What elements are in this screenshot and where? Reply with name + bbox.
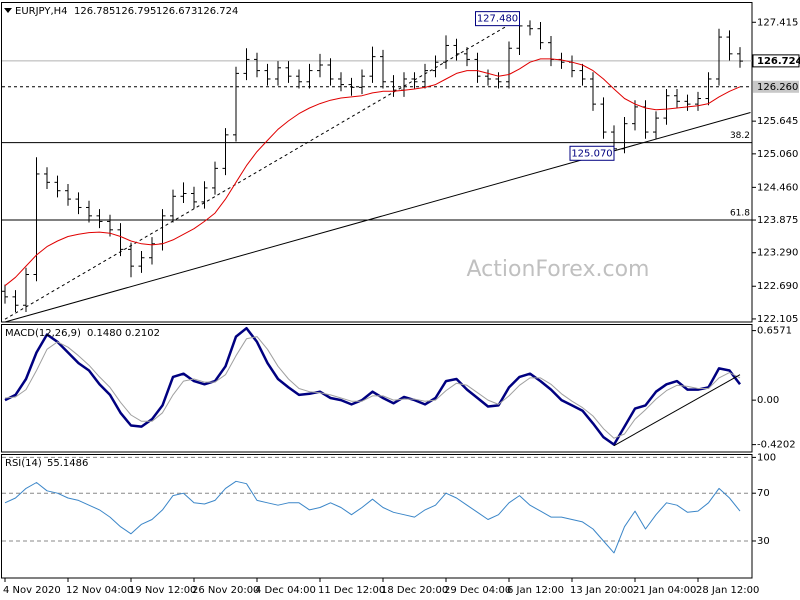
x-tick-label: 19 Nov 12:00 bbox=[129, 585, 196, 596]
y-tick-label: 125.645 bbox=[757, 116, 798, 127]
indicator-reading: 55.1486 bbox=[47, 458, 88, 469]
x-tick-label: 4 Dec 04:00 bbox=[255, 585, 316, 596]
indicator-reading: 0.2102 bbox=[125, 328, 160, 339]
macd-panel bbox=[1, 324, 753, 453]
x-tick-label: 18 Dec 20:00 bbox=[381, 585, 448, 596]
series-line bbox=[4, 336, 741, 439]
x-tick-label: 26 Nov 20:00 bbox=[192, 585, 259, 596]
y-tick-label: 122.105 bbox=[757, 314, 798, 325]
header-value: 126.724 bbox=[197, 6, 238, 17]
header-value: 126.785 bbox=[74, 6, 115, 17]
y-tick-label: 123.290 bbox=[757, 248, 798, 259]
y-tick-label: 123.875 bbox=[757, 215, 798, 226]
callout-label: 127.480 bbox=[477, 14, 518, 25]
indicator-name: RSI(14) bbox=[5, 458, 42, 469]
x-tick-label: 13 Jan 20:00 bbox=[570, 585, 633, 596]
y-tick-label: 122.690 bbox=[757, 281, 798, 292]
symbol: EURJPY,H4 bbox=[15, 6, 68, 17]
series-line bbox=[4, 326, 741, 446]
indicator-reading: 0.1480 bbox=[87, 328, 122, 339]
indicator-name: MACD(12,26,9) bbox=[5, 328, 81, 339]
fib-label: 38.2 bbox=[730, 131, 750, 141]
last-price-label: 126.724 bbox=[757, 56, 800, 67]
y-tick-label: 0.6571 bbox=[757, 326, 792, 337]
header-value: 126.673 bbox=[156, 6, 197, 17]
x-tick-label: 12 Nov 04:00 bbox=[66, 585, 133, 596]
trendline bbox=[4, 112, 751, 323]
level-box bbox=[753, 80, 799, 93]
y-tick-label: 127.415 bbox=[757, 17, 798, 28]
y-tick-label: 70 bbox=[757, 488, 770, 499]
x-tick-label: 6 Jan 12:00 bbox=[507, 585, 564, 596]
fib-label: 61.8 bbox=[730, 209, 750, 219]
series-line bbox=[4, 480, 741, 554]
x-tick-label: 11 Dec 12:00 bbox=[318, 585, 385, 596]
symbol-icon bbox=[4, 8, 12, 13]
price-panel bbox=[1, 2, 753, 323]
trendline bbox=[613, 374, 741, 447]
callout-label: 125.070 bbox=[571, 148, 612, 159]
y-tick-label: 30 bbox=[757, 536, 770, 547]
header-value: 126.795 bbox=[115, 6, 156, 17]
y-tick-label: -0.4202 bbox=[757, 440, 796, 451]
y-tick-label: 0.00 bbox=[757, 395, 779, 406]
x-tick-label: 4 Nov 2020 bbox=[3, 585, 61, 596]
callout-box bbox=[475, 11, 520, 27]
series-line bbox=[4, 58, 741, 287]
y-tick-label: 100 bbox=[757, 452, 776, 463]
x-tick-label: 29 Dec 04:00 bbox=[444, 585, 511, 596]
level-label: 126.260 bbox=[757, 82, 798, 93]
x-tick-label: 28 Jan 12:00 bbox=[696, 585, 759, 596]
callout-box bbox=[569, 145, 615, 161]
y-tick-label: 124.460 bbox=[757, 182, 798, 193]
y-tick-label: 125.060 bbox=[757, 149, 798, 160]
watermark: ActionForex.com bbox=[467, 257, 650, 282]
last-price-box bbox=[752, 54, 800, 68]
x-tick-label: 21 Jan 04:00 bbox=[633, 585, 696, 596]
rsi-panel bbox=[1, 454, 753, 579]
